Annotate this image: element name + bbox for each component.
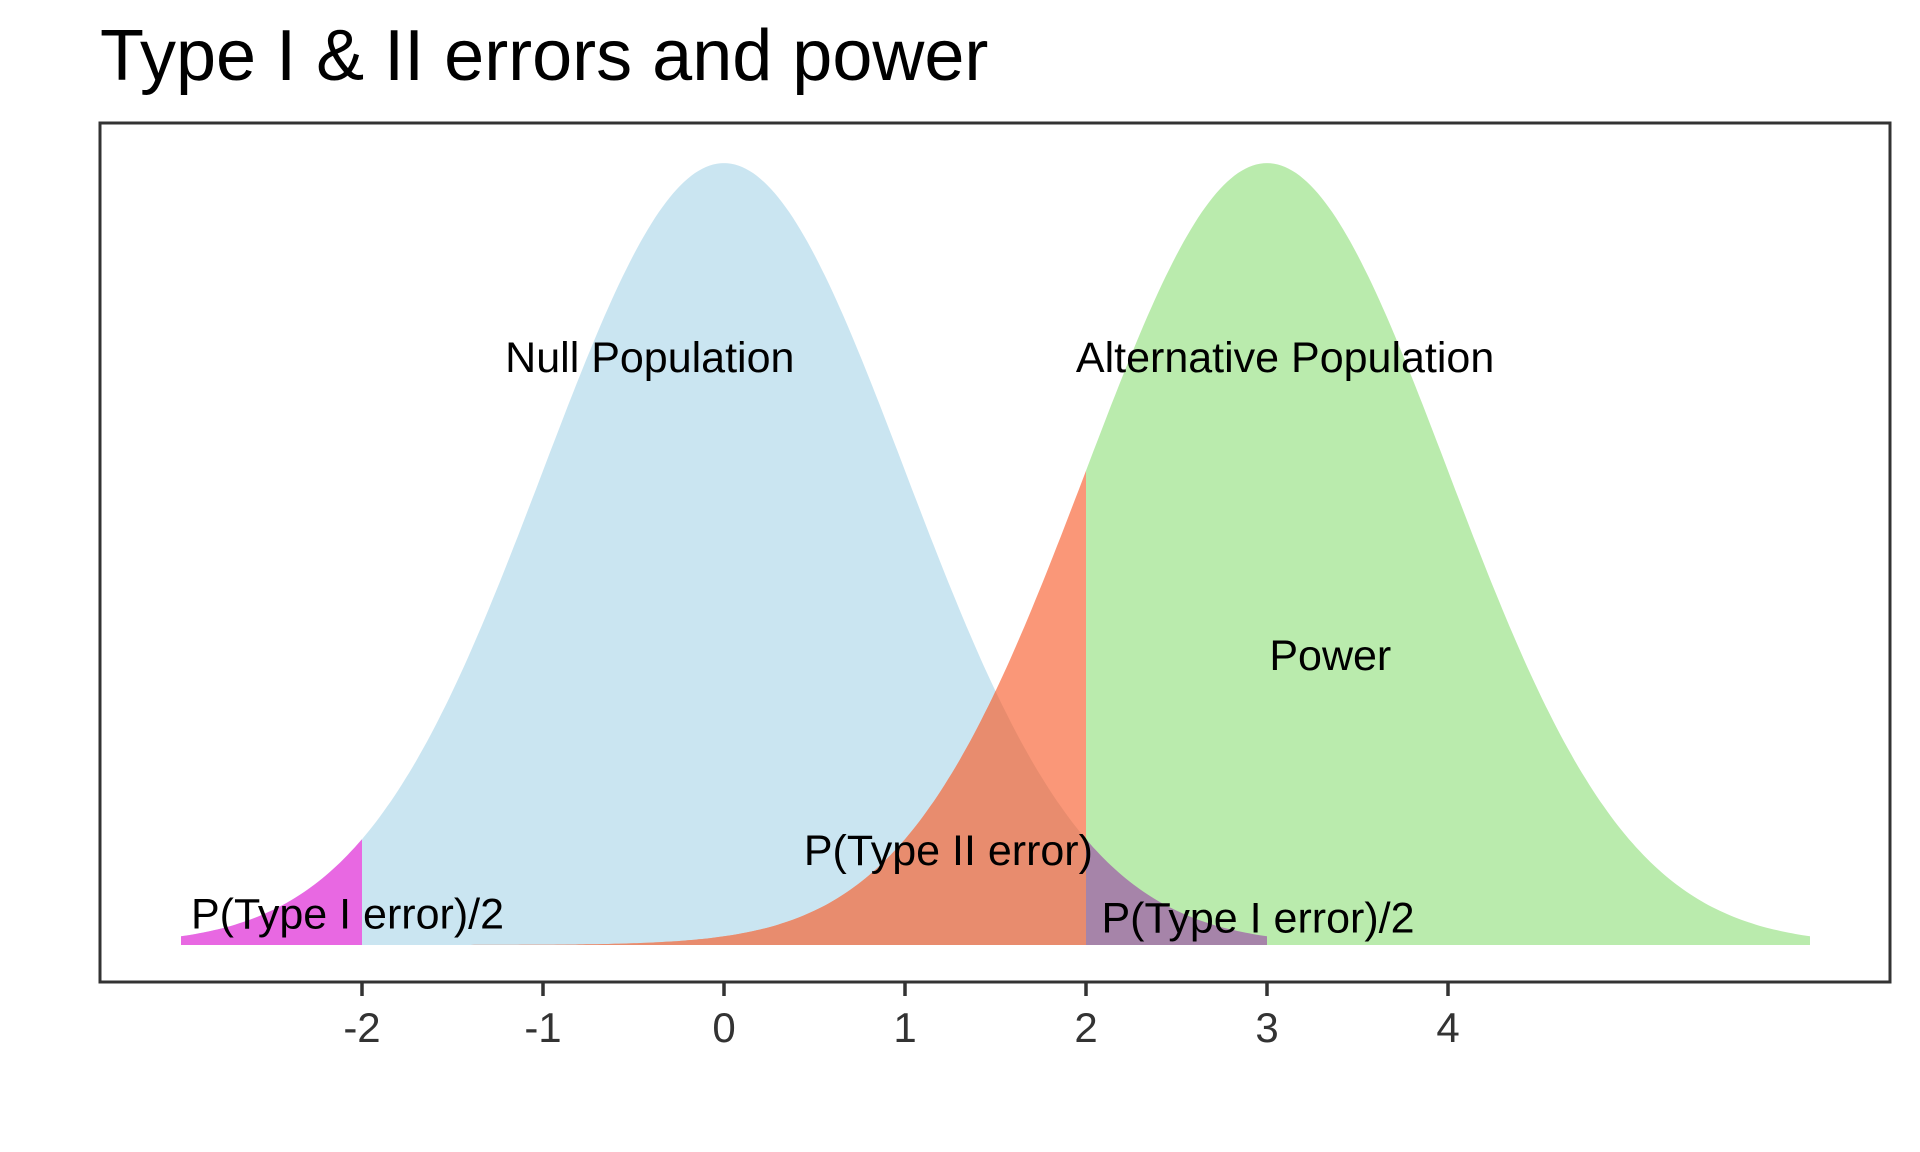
x-axis: -2 -1 0 1 2 3 4 (343, 982, 1460, 1051)
chart-title: Type I & II errors and power (100, 16, 988, 96)
region-type-1-error-right-tail (1086, 839, 1267, 945)
x-tick-label: 0 (712, 1004, 735, 1051)
label-type-2-error: P(Type II error) (804, 827, 1093, 875)
x-tick-label: -2 (343, 1004, 380, 1051)
label-power: Power (1269, 632, 1391, 680)
plot-panel-border (98, 121, 1892, 984)
region-type-1-error-left-tail (181, 839, 362, 945)
x-tick-label: 3 (1255, 1004, 1278, 1051)
region-power-area (1086, 163, 1810, 946)
x-tick-label: 2 (1074, 1004, 1097, 1051)
x-tick-label: 1 (893, 1004, 916, 1051)
x-tick-label: -1 (524, 1004, 561, 1051)
region-null-distribution-body (181, 163, 1086, 946)
label-alternative-population: Alternative Population (1076, 334, 1494, 382)
annotations: Null Population Alternative Population Pow… (191, 334, 1494, 943)
region-type-2-error-overlap (452, 691, 1086, 945)
label-type-1-error-left: P(Type I error)/2 (191, 891, 504, 939)
x-tick-label: 4 (1436, 1004, 1459, 1051)
label-null-population: Null Population (505, 334, 794, 382)
density-regions (181, 163, 1810, 946)
label-type-1-error-right: P(Type I error)/2 (1101, 895, 1414, 943)
